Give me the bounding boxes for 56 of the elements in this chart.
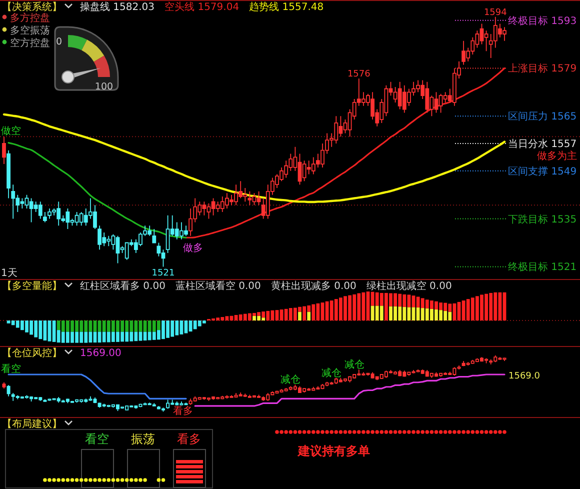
ref-line-label: 当日分水 1557 <box>508 138 577 150</box>
annotation: 1576 <box>347 69 371 80</box>
candlestick <box>6 150 10 199</box>
annotation: 1594 <box>484 8 508 18</box>
ref-line-label: 终极目标 1593 <box>508 14 577 27</box>
annotation: 红柱区域看多 0.00 <box>80 280 166 292</box>
candlestick <box>166 399 170 410</box>
ref-line-label: 上涨目标 1579 <box>508 62 577 75</box>
candlestick <box>11 184 16 220</box>
chart-title: 【多空量能】 <box>2 280 62 292</box>
candlestick <box>6 384 10 397</box>
ref-line-label: 区间压力 1565 <box>508 110 577 123</box>
text: 1521 <box>152 268 175 279</box>
text: 【布局建议】 <box>2 418 62 430</box>
text: 振荡 <box>131 432 155 446</box>
candlestick <box>43 212 47 223</box>
ref-line-label: 区间支撑 1549 <box>508 165 577 178</box>
annotation: 减仓 <box>280 374 301 386</box>
annotation: 减仓 <box>322 366 342 379</box>
chart-title: 【仓位风控】 <box>2 347 62 359</box>
ref-line-label: 下跌目标 1535 <box>508 213 577 226</box>
annotation: 多空振荡 <box>10 24 50 36</box>
text: 空头线 1579.04 <box>164 1 240 13</box>
text: 趋势线 1557.48 <box>249 1 324 13</box>
annotation: 空方控盘 <box>10 37 50 49</box>
text: 建议持有多单 <box>297 444 370 458</box>
annotation: 多方控盘 <box>10 12 50 24</box>
annotation: 蓝柱区域看空 0.00 <box>175 280 261 292</box>
candlestick <box>152 228 156 244</box>
candlestick <box>2 136 6 164</box>
annotation: 看空 <box>1 363 21 375</box>
candlestick <box>38 201 42 220</box>
text: 看空 <box>85 432 109 446</box>
annotation: 看多 <box>173 405 193 417</box>
text: 1天 <box>1 268 18 279</box>
bar <box>380 306 384 320</box>
candlestick <box>2 382 6 390</box>
text: 操盘线 1582.03 <box>80 1 155 13</box>
text: 1569.0 <box>508 372 540 382</box>
text: 看多 <box>177 432 201 446</box>
annotation: 减仓 <box>344 358 364 370</box>
bar <box>307 312 311 320</box>
ref-line-label: 终极目标 1521 <box>508 261 577 274</box>
candlestick <box>152 402 156 406</box>
candlestick <box>256 190 261 206</box>
candlestick <box>248 190 252 206</box>
text: 做多为主 <box>537 150 577 162</box>
annotation: 黄柱出现减多 0.00 <box>270 280 356 292</box>
annotation: 100 <box>94 82 114 92</box>
annotation: 1569.00 <box>80 348 122 359</box>
annotation: 做多 <box>183 242 203 254</box>
chart-title: 【决策系统】 <box>2 1 62 13</box>
annotation: 0 <box>56 36 62 48</box>
annotation: 绿柱出现减空 0.00 <box>366 280 452 292</box>
bar <box>298 312 302 320</box>
annotation: 做空 <box>1 125 21 137</box>
